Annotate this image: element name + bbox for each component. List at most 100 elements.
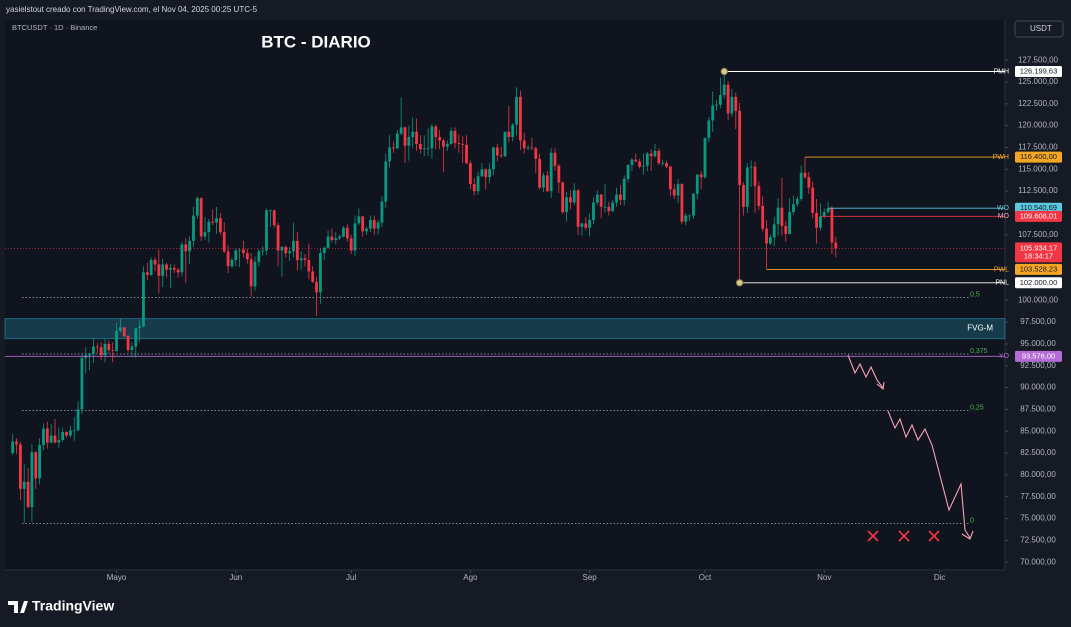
candle-body: [234, 250, 238, 261]
candle-body: [326, 236, 330, 248]
currency[interactable]: USDT: [1030, 24, 1052, 33]
candle-body: [61, 432, 65, 440]
price-tag-label: 110.540,69: [1020, 203, 1057, 212]
candle-body: [538, 158, 542, 188]
level-name: PNL: [995, 280, 1009, 287]
candle-body: [103, 343, 107, 356]
candle-body: [118, 327, 122, 331]
candle-body: [599, 194, 603, 207]
candle-body: [245, 253, 249, 260]
candle-body: [622, 178, 626, 200]
candle-body: [522, 140, 526, 149]
candle-body: [788, 212, 792, 234]
projection-arrow: [876, 381, 885, 391]
candle-body: [526, 147, 530, 149]
candle-body: [572, 190, 576, 203]
fib-label: 0,375: [970, 348, 988, 355]
candle-body: [499, 155, 503, 157]
countdown: 18:34:17: [1024, 251, 1053, 260]
candle-body: [45, 428, 49, 443]
candle-body: [388, 147, 392, 162]
candle-body: [772, 224, 776, 238]
candle-body: [192, 215, 195, 241]
candle-body: [76, 409, 80, 431]
x-tick-label: Dic: [934, 573, 946, 582]
y-tick-label: 112.500,00: [1018, 186, 1058, 195]
price-tag: [1015, 350, 1062, 362]
zone: [4, 318, 1006, 340]
candle-body: [199, 198, 203, 237]
candle-body: [318, 253, 322, 293]
level-anchor: [735, 279, 744, 287]
y-tick-label: 127.500,00: [1018, 55, 1059, 64]
candle-body: [407, 136, 411, 146]
candle-body: [718, 95, 722, 105]
candle-body: [145, 272, 149, 275]
candle-body: [268, 210, 272, 212]
x-tick-label: Mayo: [107, 573, 127, 582]
price-tag-label: 93.576,00: [1022, 351, 1055, 360]
candle-body: [776, 207, 780, 225]
candle-body: [99, 347, 103, 356]
candle-body: [299, 258, 303, 261]
candle-body: [545, 175, 549, 192]
candle-body: [372, 219, 376, 229]
candle-body: [580, 223, 584, 227]
currency-box[interactable]: [1014, 20, 1064, 38]
candle-body: [753, 166, 757, 186]
candle-body: [399, 127, 403, 134]
candle-body: [515, 96, 518, 125]
candle-body: [618, 194, 622, 200]
candle-body: [792, 204, 795, 213]
candle-body: [634, 159, 638, 162]
candle-body: [415, 131, 418, 144]
candle-body: [426, 148, 430, 150]
candle-body: [115, 330, 118, 351]
candle-body: [722, 84, 726, 96]
candle-body: [492, 147, 495, 170]
candle-body: [568, 197, 572, 203]
candle-body: [222, 232, 226, 252]
candle-body: [830, 208, 834, 243]
candle-body: [815, 212, 818, 228]
candle-body: [668, 166, 672, 190]
candle-body: [826, 208, 830, 213]
candle-body: [507, 131, 511, 137]
y-tick-label: 97.500,00: [1020, 317, 1056, 326]
candle-body: [595, 194, 599, 203]
y-tick-label: 90.000,00: [1020, 383, 1056, 392]
candle-body: [126, 336, 130, 350]
y-tick-label: 115.000,00: [1018, 164, 1058, 173]
candle-body: [445, 143, 449, 147]
candle-body: [807, 177, 811, 188]
x-tick-label: Jun: [229, 573, 242, 582]
candle-body: [730, 96, 734, 114]
candle-body: [592, 202, 595, 220]
candle-body: [453, 130, 457, 144]
price-tag-label: 105.934,17: [1020, 243, 1058, 252]
candle-body: [588, 219, 592, 228]
candle-body: [534, 148, 538, 159]
zone-label: FVG-M: [967, 324, 993, 333]
candle-body: [365, 228, 368, 232]
candle-body: [745, 167, 749, 207]
candle-body: [349, 238, 353, 251]
logo-text: TradingView: [32, 598, 114, 614]
candle-body: [465, 144, 468, 164]
level-name: WO: [997, 205, 1010, 212]
candle-body: [749, 166, 753, 168]
candle-body: [272, 210, 276, 226]
candle-body: [134, 328, 138, 347]
candle-body: [811, 187, 815, 213]
candle-body: [615, 194, 618, 203]
candle-body: [361, 216, 365, 232]
candle-body: [30, 452, 34, 508]
candle-body: [276, 225, 280, 251]
candle-body: [742, 185, 745, 207]
candle-body: [184, 244, 188, 252]
candle-body: [157, 264, 161, 276]
candle-body: [165, 264, 168, 270]
candle-body: [765, 228, 768, 244]
candle-body: [503, 131, 507, 157]
candle-body: [357, 216, 361, 224]
